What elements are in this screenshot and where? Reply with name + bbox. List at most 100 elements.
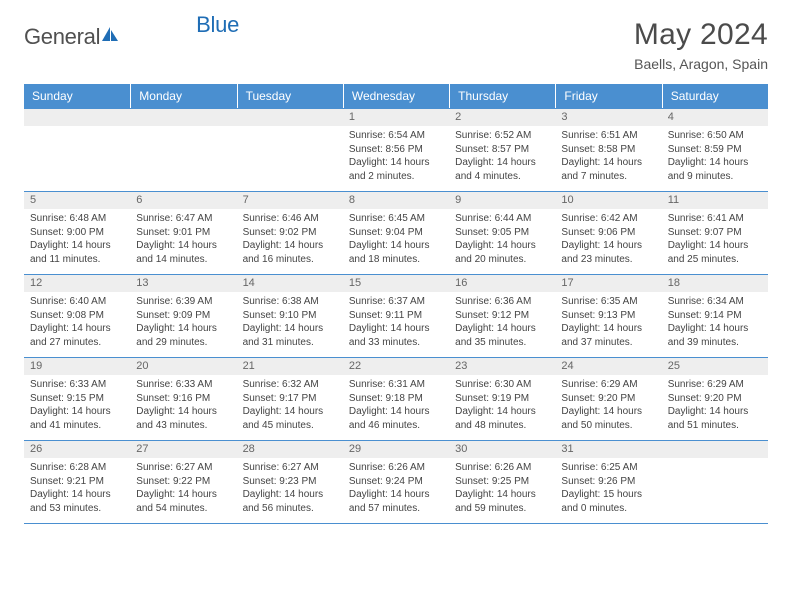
cell-line: Sunset: 9:12 PM — [455, 309, 549, 323]
cell-line: Sunset: 9:11 PM — [349, 309, 443, 323]
cell-line: Daylight: 14 hours and 33 minutes. — [349, 322, 443, 349]
calendar-week: 1Sunrise: 6:54 AMSunset: 8:56 PMDaylight… — [24, 108, 768, 191]
cell-line: Sunrise: 6:27 AM — [243, 461, 337, 475]
cell-body: Sunrise: 6:33 AMSunset: 9:15 PMDaylight:… — [24, 375, 130, 440]
cell-line: Sunrise: 6:29 AM — [668, 378, 762, 392]
cell-line: Sunrise: 6:35 AM — [561, 295, 655, 309]
calendar-cell: 17Sunrise: 6:35 AMSunset: 9:13 PMDayligh… — [555, 275, 661, 357]
calendar: Sunday Monday Tuesday Wednesday Thursday… — [24, 84, 768, 524]
cell-line: Sunrise: 6:33 AM — [30, 378, 124, 392]
date-number: 4 — [662, 109, 768, 126]
cell-line: Sunrise: 6:36 AM — [455, 295, 549, 309]
date-number: 30 — [449, 441, 555, 458]
cell-body: Sunrise: 6:27 AMSunset: 9:22 PMDaylight:… — [130, 458, 236, 523]
cell-line: Sunset: 8:56 PM — [349, 143, 443, 157]
calendar-cell: 28Sunrise: 6:27 AMSunset: 9:23 PMDayligh… — [237, 441, 343, 523]
cell-line: Sunrise: 6:51 AM — [561, 129, 655, 143]
date-number: 8 — [343, 192, 449, 209]
date-number — [130, 109, 236, 126]
cell-line: Sunset: 9:05 PM — [455, 226, 549, 240]
calendar-cell: 9Sunrise: 6:44 AMSunset: 9:05 PMDaylight… — [449, 192, 555, 274]
calendar-cell: 22Sunrise: 6:31 AMSunset: 9:18 PMDayligh… — [343, 358, 449, 440]
date-number: 20 — [130, 358, 236, 375]
day-header-thu: Thursday — [449, 84, 555, 108]
calendar-cell: 20Sunrise: 6:33 AMSunset: 9:16 PMDayligh… — [130, 358, 236, 440]
date-number: 23 — [449, 358, 555, 375]
date-number: 13 — [130, 275, 236, 292]
cell-line: Sunset: 9:00 PM — [30, 226, 124, 240]
cell-line: Daylight: 14 hours and 56 minutes. — [243, 488, 337, 515]
date-number: 26 — [24, 441, 130, 458]
calendar-cell: 3Sunrise: 6:51 AMSunset: 8:58 PMDaylight… — [555, 109, 661, 191]
date-number: 28 — [237, 441, 343, 458]
cell-line: Daylight: 14 hours and 31 minutes. — [243, 322, 337, 349]
calendar-cell: 8Sunrise: 6:45 AMSunset: 9:04 PMDaylight… — [343, 192, 449, 274]
date-number: 15 — [343, 275, 449, 292]
date-number: 7 — [237, 192, 343, 209]
cell-line: Sunrise: 6:54 AM — [349, 129, 443, 143]
cell-line: Daylight: 14 hours and 14 minutes. — [136, 239, 230, 266]
date-number: 14 — [237, 275, 343, 292]
date-number: 5 — [24, 192, 130, 209]
date-number: 22 — [343, 358, 449, 375]
calendar-cell: 6Sunrise: 6:47 AMSunset: 9:01 PMDaylight… — [130, 192, 236, 274]
cell-body: Sunrise: 6:41 AMSunset: 9:07 PMDaylight:… — [662, 209, 768, 274]
cell-body: Sunrise: 6:36 AMSunset: 9:12 PMDaylight:… — [449, 292, 555, 357]
cell-line: Daylight: 14 hours and 45 minutes. — [243, 405, 337, 432]
cell-line: Sunset: 9:13 PM — [561, 309, 655, 323]
calendar-cell: 5Sunrise: 6:48 AMSunset: 9:00 PMDaylight… — [24, 192, 130, 274]
cell-line: Sunrise: 6:48 AM — [30, 212, 124, 226]
calendar-cell: 10Sunrise: 6:42 AMSunset: 9:06 PMDayligh… — [555, 192, 661, 274]
cell-line: Sunset: 9:07 PM — [668, 226, 762, 240]
date-number: 19 — [24, 358, 130, 375]
cell-body — [130, 126, 236, 188]
cell-body: Sunrise: 6:54 AMSunset: 8:56 PMDaylight:… — [343, 126, 449, 191]
calendar-cell — [130, 109, 236, 191]
date-number: 2 — [449, 109, 555, 126]
cell-line: Daylight: 14 hours and 35 minutes. — [455, 322, 549, 349]
cell-line: Sunrise: 6:41 AM — [668, 212, 762, 226]
sail-icon — [100, 25, 120, 50]
cell-line: Daylight: 14 hours and 48 minutes. — [455, 405, 549, 432]
calendar-cell: 1Sunrise: 6:54 AMSunset: 8:56 PMDaylight… — [343, 109, 449, 191]
calendar-day-header: Sunday Monday Tuesday Wednesday Thursday… — [24, 84, 768, 108]
calendar-cell: 21Sunrise: 6:32 AMSunset: 9:17 PMDayligh… — [237, 358, 343, 440]
cell-line: Daylight: 14 hours and 51 minutes. — [668, 405, 762, 432]
cell-line: Daylight: 14 hours and 4 minutes. — [455, 156, 549, 183]
cell-body: Sunrise: 6:52 AMSunset: 8:57 PMDaylight:… — [449, 126, 555, 191]
cell-body: Sunrise: 6:25 AMSunset: 9:26 PMDaylight:… — [555, 458, 661, 523]
cell-line: Daylight: 14 hours and 29 minutes. — [136, 322, 230, 349]
cell-line: Sunset: 9:16 PM — [136, 392, 230, 406]
date-number: 3 — [555, 109, 661, 126]
cell-line: Sunrise: 6:52 AM — [455, 129, 549, 143]
calendar-cell: 14Sunrise: 6:38 AMSunset: 9:10 PMDayligh… — [237, 275, 343, 357]
calendar-cell: 27Sunrise: 6:27 AMSunset: 9:22 PMDayligh… — [130, 441, 236, 523]
cell-body: Sunrise: 6:39 AMSunset: 9:09 PMDaylight:… — [130, 292, 236, 357]
date-number — [237, 109, 343, 126]
cell-line: Sunset: 9:19 PM — [455, 392, 549, 406]
location-subtitle: Baells, Aragon, Spain — [634, 56, 768, 72]
cell-line: Sunset: 9:20 PM — [561, 392, 655, 406]
date-number — [24, 109, 130, 126]
cell-body: Sunrise: 6:48 AMSunset: 9:00 PMDaylight:… — [24, 209, 130, 274]
cell-line: Sunset: 8:59 PM — [668, 143, 762, 157]
cell-body: Sunrise: 6:26 AMSunset: 9:25 PMDaylight:… — [449, 458, 555, 523]
calendar-week: 26Sunrise: 6:28 AMSunset: 9:21 PMDayligh… — [24, 440, 768, 524]
calendar-week: 19Sunrise: 6:33 AMSunset: 9:15 PMDayligh… — [24, 357, 768, 440]
cell-line: Sunrise: 6:26 AM — [455, 461, 549, 475]
date-number: 24 — [555, 358, 661, 375]
date-number: 9 — [449, 192, 555, 209]
cell-line: Daylight: 14 hours and 23 minutes. — [561, 239, 655, 266]
date-number: 31 — [555, 441, 661, 458]
cell-body: Sunrise: 6:42 AMSunset: 9:06 PMDaylight:… — [555, 209, 661, 274]
cell-line: Sunset: 9:25 PM — [455, 475, 549, 489]
cell-line: Sunset: 9:17 PM — [243, 392, 337, 406]
cell-line: Sunset: 9:14 PM — [668, 309, 762, 323]
cell-body: Sunrise: 6:29 AMSunset: 9:20 PMDaylight:… — [555, 375, 661, 440]
cell-body: Sunrise: 6:33 AMSunset: 9:16 PMDaylight:… — [130, 375, 236, 440]
cell-body: Sunrise: 6:51 AMSunset: 8:58 PMDaylight:… — [555, 126, 661, 191]
cell-line: Sunrise: 6:26 AM — [349, 461, 443, 475]
cell-line: Daylight: 14 hours and 25 minutes. — [668, 239, 762, 266]
cell-line: Sunrise: 6:38 AM — [243, 295, 337, 309]
cell-line: Sunrise: 6:28 AM — [30, 461, 124, 475]
